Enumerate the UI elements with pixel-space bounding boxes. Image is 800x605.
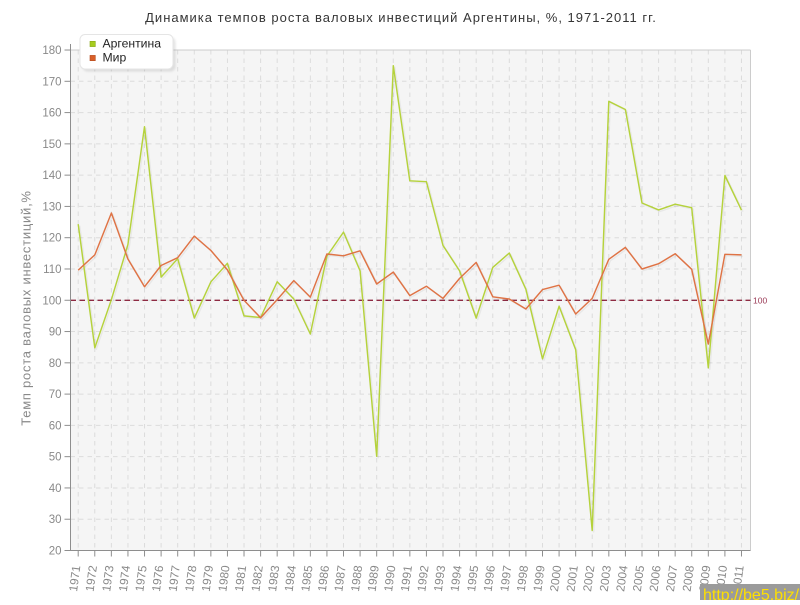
svg-text:1988: 1988 bbox=[348, 564, 365, 592]
svg-text:1977: 1977 bbox=[166, 565, 183, 593]
svg-text:2006: 2006 bbox=[646, 564, 663, 592]
svg-text:1998: 1998 bbox=[514, 564, 531, 592]
svg-text:1972: 1972 bbox=[83, 565, 100, 593]
svg-text:1992: 1992 bbox=[414, 565, 431, 593]
svg-text:1983: 1983 bbox=[265, 564, 282, 592]
svg-text:1993: 1993 bbox=[431, 564, 448, 592]
svg-text:1975: 1975 bbox=[132, 564, 149, 592]
svg-text:1994: 1994 bbox=[447, 564, 464, 592]
svg-text:1985: 1985 bbox=[298, 564, 315, 592]
svg-text:1986: 1986 bbox=[315, 564, 332, 592]
svg-text:1979: 1979 bbox=[199, 565, 216, 593]
svg-text:2000: 2000 bbox=[547, 564, 564, 592]
svg-text:180: 180 bbox=[42, 45, 61, 57]
svg-text:150: 150 bbox=[42, 139, 61, 151]
svg-text:2001: 2001 bbox=[564, 565, 581, 593]
svg-text:120: 120 bbox=[42, 233, 61, 245]
svg-text:http://be5.biz/: http://be5.biz/ bbox=[703, 587, 800, 600]
svg-text:1982: 1982 bbox=[248, 565, 265, 593]
svg-text:1978: 1978 bbox=[182, 564, 199, 592]
svg-text:2005: 2005 bbox=[630, 564, 647, 592]
svg-text:2007: 2007 bbox=[663, 565, 680, 593]
svg-text:1980: 1980 bbox=[215, 564, 232, 592]
svg-text:1990: 1990 bbox=[381, 564, 398, 592]
svg-text:40: 40 bbox=[49, 483, 62, 495]
svg-text:160: 160 bbox=[42, 108, 61, 120]
svg-text:60: 60 bbox=[49, 420, 62, 432]
svg-text:1984: 1984 bbox=[282, 564, 299, 592]
svg-text:1981: 1981 bbox=[232, 565, 249, 593]
svg-text:1971: 1971 bbox=[66, 565, 83, 593]
svg-text:130: 130 bbox=[42, 201, 61, 213]
svg-text:70: 70 bbox=[49, 389, 62, 401]
svg-text:2002: 2002 bbox=[580, 565, 597, 593]
svg-text:Аргентина: Аргентина bbox=[103, 36, 162, 50]
svg-text:100: 100 bbox=[42, 295, 61, 307]
svg-text:1987: 1987 bbox=[331, 565, 348, 593]
svg-text:1999: 1999 bbox=[530, 565, 547, 593]
svg-text:100: 100 bbox=[753, 296, 767, 306]
svg-text:2008: 2008 bbox=[680, 564, 697, 592]
svg-text:1995: 1995 bbox=[464, 564, 481, 592]
svg-text:1997: 1997 bbox=[497, 565, 514, 593]
svg-text:80: 80 bbox=[49, 358, 62, 370]
svg-text:1976: 1976 bbox=[149, 564, 166, 592]
svg-text:1973: 1973 bbox=[99, 564, 116, 592]
svg-text:1989: 1989 bbox=[365, 565, 382, 593]
svg-text:170: 170 bbox=[42, 76, 61, 88]
svg-text:2003: 2003 bbox=[597, 564, 614, 592]
svg-text:90: 90 bbox=[49, 327, 62, 339]
svg-text:110: 110 bbox=[43, 264, 61, 276]
svg-text:Мир: Мир bbox=[103, 50, 127, 64]
svg-text:50: 50 bbox=[49, 452, 62, 464]
svg-text:1974: 1974 bbox=[116, 564, 133, 592]
svg-text:1991: 1991 bbox=[398, 565, 415, 593]
svg-text:1996: 1996 bbox=[481, 564, 498, 592]
svg-text:140: 140 bbox=[42, 170, 61, 182]
svg-text:Темп роста валовых инвестиций,: Темп роста валовых инвестиций,% bbox=[19, 190, 34, 426]
svg-text:2004: 2004 bbox=[613, 564, 630, 592]
svg-text:20: 20 bbox=[49, 546, 62, 558]
svg-text:Динамика темпов роста валовых: Динамика темпов роста валовых инвестиций… bbox=[145, 10, 657, 25]
svg-text:30: 30 bbox=[49, 514, 62, 526]
